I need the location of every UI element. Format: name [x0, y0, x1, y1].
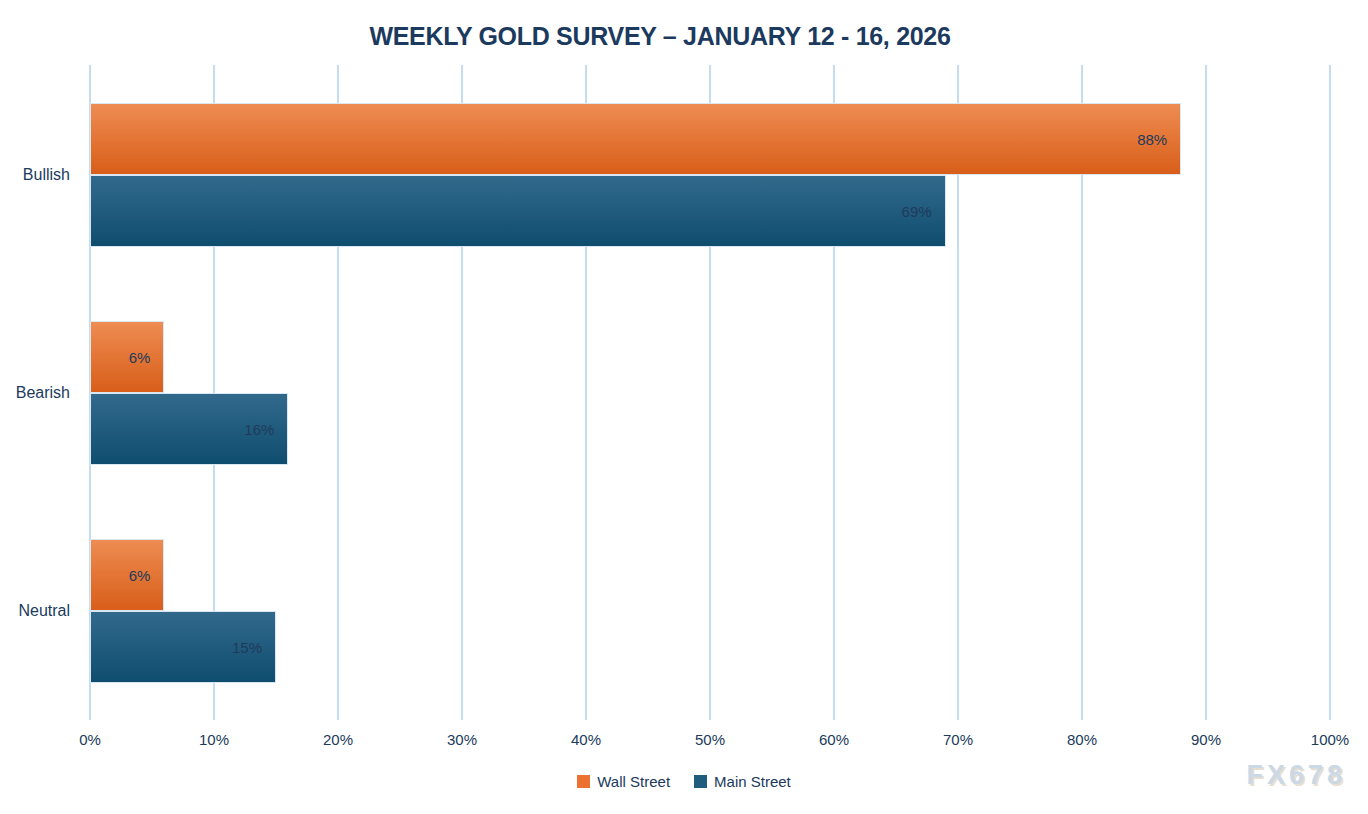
legend-item-main-street: Main Street: [694, 773, 791, 790]
x-tick-label: 70%: [943, 731, 973, 748]
x-tick-label: 50%: [695, 731, 725, 748]
bar-wall-street: 6%: [90, 321, 164, 393]
bar-wall-street: 88%: [90, 103, 1181, 175]
x-tick-label: 0%: [79, 731, 101, 748]
legend-label: Wall Street: [597, 773, 670, 790]
x-tick-label: 100%: [1311, 731, 1349, 748]
bar-main-street: 15%: [90, 611, 276, 683]
category-label-neutral: Neutral: [0, 602, 70, 620]
bar-value-label: 6%: [129, 349, 151, 366]
legend: Wall Street Main Street: [0, 773, 1368, 790]
x-tick-label: 80%: [1067, 731, 1097, 748]
x-tick-label: 20%: [323, 731, 353, 748]
x-tick-label: 90%: [1191, 731, 1221, 748]
x-tick-label: 30%: [447, 731, 477, 748]
bar-value-label: 6%: [129, 567, 151, 584]
bar-value-label: 15%: [232, 639, 262, 656]
x-tick-label: 10%: [199, 731, 229, 748]
bar-wall-street: 6%: [90, 539, 164, 611]
gridline: [1205, 65, 1207, 720]
chart-title: WEEKLY GOLD SURVEY – JANUARY 12 - 16, 20…: [0, 22, 1320, 51]
bar-main-street: 69%: [90, 175, 946, 247]
watermark: FX678: [1246, 760, 1346, 791]
category-label-bearish: Bearish: [0, 384, 70, 402]
category-label-bullish: Bullish: [0, 166, 70, 184]
x-tick-label: 40%: [571, 731, 601, 748]
bar-value-label: 16%: [244, 421, 274, 438]
legend-item-wall-street: Wall Street: [577, 773, 670, 790]
x-tick-label: 60%: [819, 731, 849, 748]
bar-value-label: 88%: [1137, 131, 1167, 148]
legend-label: Main Street: [714, 773, 791, 790]
legend-swatch-wall-street: [577, 775, 590, 788]
gridline: [1329, 65, 1331, 720]
legend-swatch-main-street: [694, 775, 707, 788]
bar-main-street: 16%: [90, 393, 288, 465]
chart-page: WEEKLY GOLD SURVEY – JANUARY 12 - 16, 20…: [0, 0, 1368, 814]
x-axis: 0%10%20%30%40%50%60%70%80%90%100%: [90, 731, 1330, 751]
plot-area: 88% 69% 6% 16% 6% 15%: [90, 65, 1330, 720]
bar-value-label: 69%: [902, 203, 932, 220]
